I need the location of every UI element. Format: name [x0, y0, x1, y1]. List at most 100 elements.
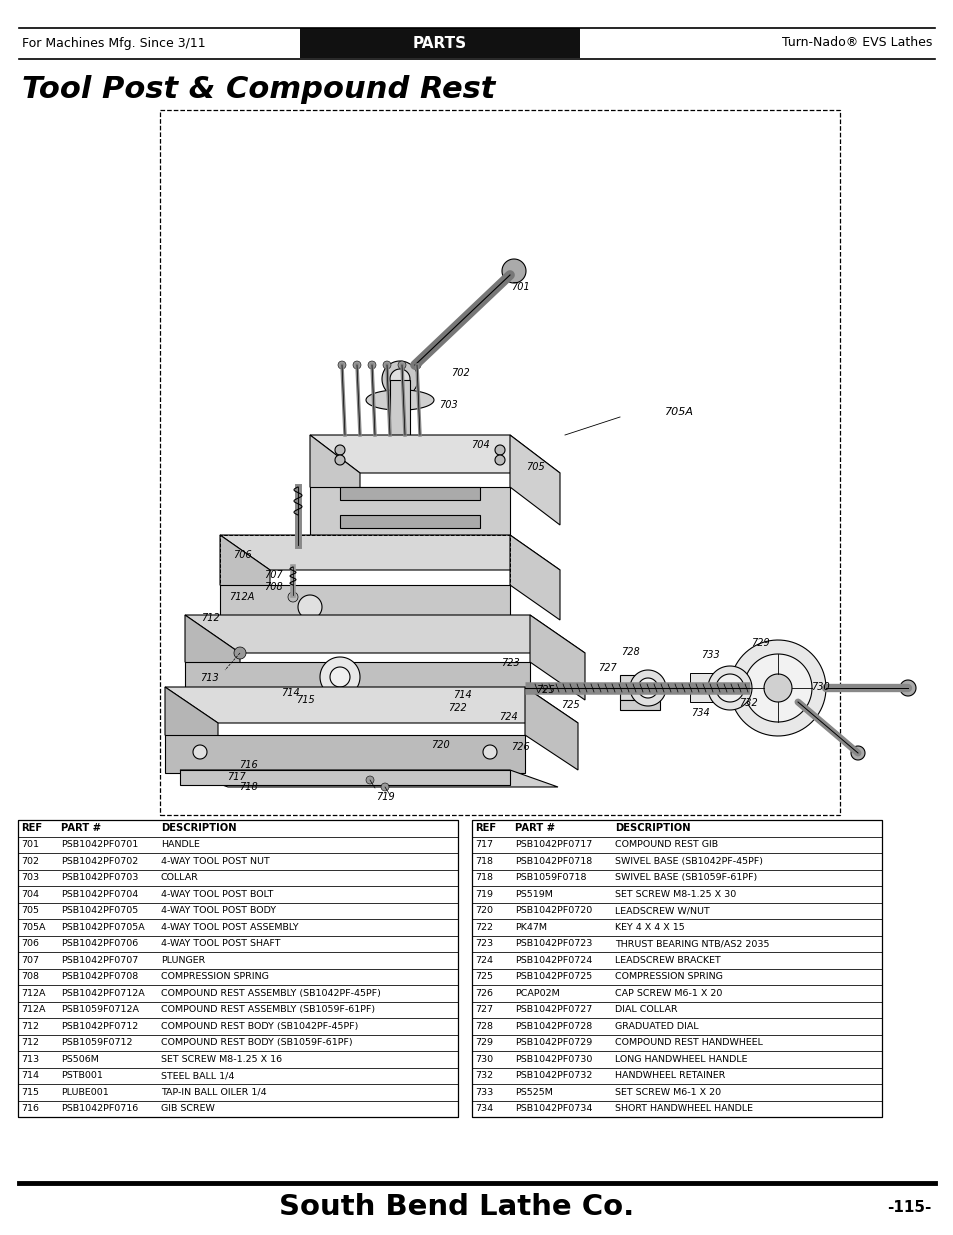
- Text: 720: 720: [430, 740, 449, 750]
- Text: 715: 715: [21, 1088, 39, 1097]
- Polygon shape: [390, 380, 410, 435]
- Text: CAP SCREW M6-1 X 20: CAP SCREW M6-1 X 20: [615, 989, 721, 998]
- Text: PSTB001: PSTB001: [61, 1071, 103, 1081]
- Text: 734: 734: [475, 1104, 493, 1113]
- Polygon shape: [337, 361, 346, 369]
- Text: Tool Post & Compound Rest: Tool Post & Compound Rest: [22, 75, 495, 105]
- Text: THRUST BEARING NTB/AS2 2035: THRUST BEARING NTB/AS2 2035: [615, 940, 769, 948]
- Text: 705A: 705A: [664, 408, 693, 417]
- Text: 722: 722: [475, 923, 493, 931]
- Text: HANDLE: HANDLE: [161, 840, 200, 850]
- Text: PART #: PART #: [61, 824, 101, 834]
- Bar: [472, 1067, 882, 1084]
- Text: 723: 723: [475, 940, 493, 948]
- Polygon shape: [501, 259, 525, 283]
- Bar: [472, 820, 882, 836]
- Polygon shape: [638, 678, 658, 698]
- Text: DIAL COLLAR: DIAL COLLAR: [615, 1005, 677, 1014]
- Text: PSB1059F0718: PSB1059F0718: [515, 873, 586, 882]
- Text: -115-: -115-: [886, 1199, 931, 1214]
- Text: 701: 701: [510, 282, 529, 291]
- Polygon shape: [482, 745, 497, 760]
- Text: PSB1042PF0708: PSB1042PF0708: [61, 972, 138, 982]
- Bar: [18, 968, 457, 986]
- Bar: [18, 1100, 457, 1116]
- Text: 707: 707: [21, 956, 39, 965]
- Text: 714: 714: [280, 688, 299, 698]
- Text: 719: 719: [375, 792, 394, 802]
- Polygon shape: [310, 487, 510, 535]
- Text: 723: 723: [500, 658, 518, 668]
- Text: PSB1042PF0734: PSB1042PF0734: [515, 1104, 592, 1113]
- Text: SET SCREW M8-1.25 X 16: SET SCREW M8-1.25 X 16: [161, 1055, 282, 1063]
- Bar: [18, 903, 457, 919]
- Bar: [472, 853, 882, 869]
- Bar: [472, 919, 882, 935]
- Text: PARTS: PARTS: [413, 36, 467, 51]
- Text: PSB1042PF0729: PSB1042PF0729: [515, 1039, 592, 1047]
- Polygon shape: [319, 657, 359, 697]
- Text: 4-WAY TOOL POST ASSEMBLY: 4-WAY TOOL POST ASSEMBLY: [161, 923, 298, 931]
- Text: PSB1042PF0702: PSB1042PF0702: [61, 857, 138, 866]
- Text: PSB1042PF0723: PSB1042PF0723: [515, 940, 592, 948]
- Text: PSB1042PF0701: PSB1042PF0701: [61, 840, 138, 850]
- Text: 712: 712: [21, 1039, 39, 1047]
- Bar: [18, 1067, 457, 1084]
- Text: PART #: PART #: [515, 824, 555, 834]
- Bar: [472, 952, 882, 968]
- Bar: [18, 1035, 457, 1051]
- Text: SET SCREW M6-1 X 20: SET SCREW M6-1 X 20: [615, 1088, 720, 1097]
- Polygon shape: [310, 435, 359, 525]
- Text: GRADUATED DIAL: GRADUATED DIAL: [615, 1021, 698, 1031]
- Polygon shape: [180, 769, 510, 785]
- Text: 4-WAY TOOL POST NUT: 4-WAY TOOL POST NUT: [161, 857, 270, 866]
- Text: 725: 725: [535, 685, 554, 695]
- Bar: [472, 1084, 882, 1100]
- Polygon shape: [510, 535, 559, 620]
- Text: PSB1042PF0703: PSB1042PF0703: [61, 873, 138, 882]
- Polygon shape: [495, 454, 504, 466]
- Text: REF: REF: [21, 824, 42, 834]
- Bar: [472, 820, 882, 1116]
- Text: 725: 725: [560, 700, 578, 710]
- Polygon shape: [220, 585, 510, 627]
- Text: 702: 702: [21, 857, 39, 866]
- Text: COMPOUND REST GIB: COMPOUND REST GIB: [615, 840, 718, 850]
- Text: 712A: 712A: [229, 592, 254, 601]
- Polygon shape: [763, 674, 791, 701]
- Polygon shape: [339, 515, 479, 529]
- Text: 708: 708: [263, 582, 282, 592]
- Polygon shape: [729, 640, 825, 736]
- Text: PSB1059F0712: PSB1059F0712: [61, 1039, 132, 1047]
- Text: 707: 707: [263, 571, 282, 580]
- Text: 714: 714: [21, 1071, 39, 1081]
- Bar: [18, 986, 457, 1002]
- Text: 727: 727: [475, 1005, 493, 1014]
- Text: 718: 718: [475, 873, 493, 882]
- Text: 724: 724: [475, 956, 493, 965]
- Text: STEEL BALL 1/4: STEEL BALL 1/4: [161, 1071, 234, 1081]
- Text: 726: 726: [475, 989, 493, 998]
- Text: 703: 703: [438, 400, 456, 410]
- Polygon shape: [510, 435, 559, 525]
- Bar: [472, 1100, 882, 1116]
- Polygon shape: [390, 369, 410, 389]
- Text: 726: 726: [510, 742, 529, 752]
- Text: COLLAR: COLLAR: [161, 873, 198, 882]
- Polygon shape: [185, 615, 240, 700]
- Text: 704: 704: [21, 889, 39, 899]
- Text: PK47M: PK47M: [515, 923, 546, 931]
- Polygon shape: [233, 647, 246, 659]
- Text: PS506M: PS506M: [61, 1055, 99, 1063]
- Polygon shape: [220, 535, 559, 571]
- Bar: [18, 919, 457, 935]
- Bar: [18, 820, 457, 836]
- Bar: [18, 1002, 457, 1018]
- Polygon shape: [165, 687, 578, 722]
- Text: SWIVEL BASE (SB1042PF-45PF): SWIVEL BASE (SB1042PF-45PF): [615, 857, 762, 866]
- Polygon shape: [291, 538, 305, 552]
- Text: 732: 732: [475, 1071, 493, 1081]
- Text: COMPOUND REST BODY (SB1042PF-45PF): COMPOUND REST BODY (SB1042PF-45PF): [161, 1021, 358, 1031]
- Polygon shape: [743, 655, 811, 722]
- Bar: [472, 1018, 882, 1035]
